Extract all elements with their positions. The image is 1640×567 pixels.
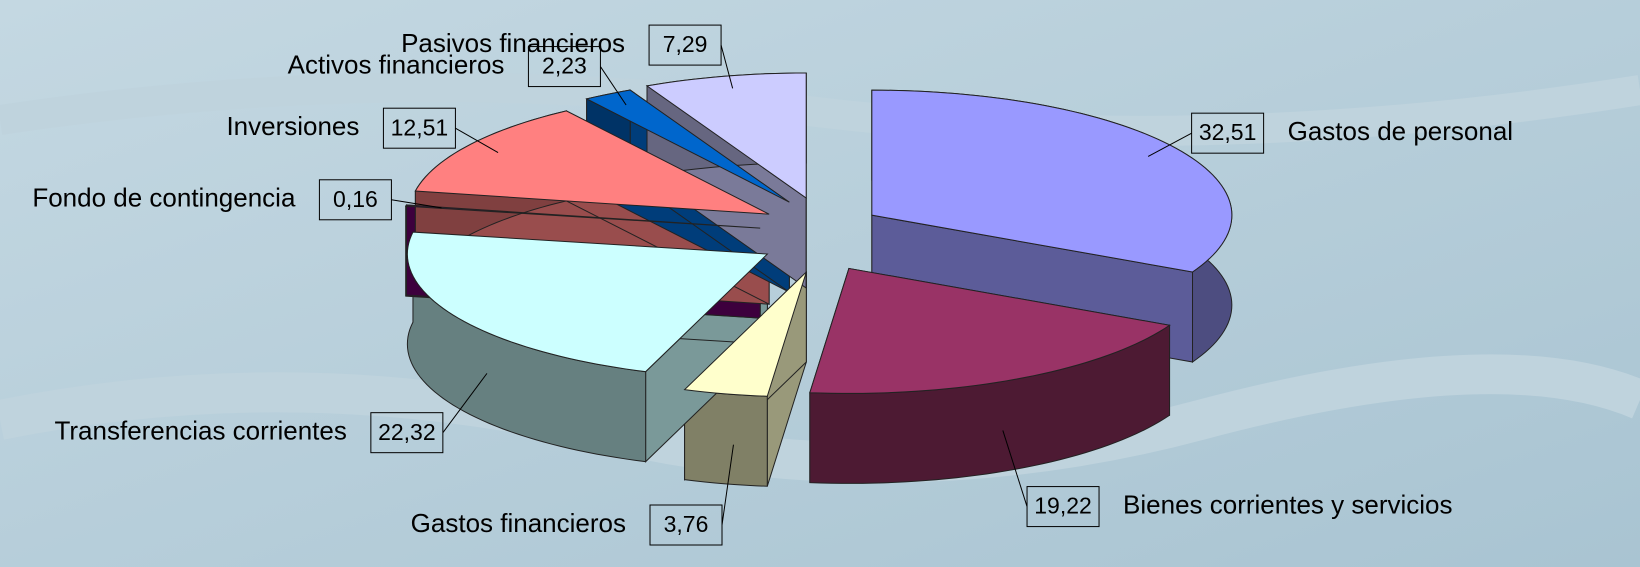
value-label: 0,16	[333, 186, 378, 212]
value-label-box	[649, 504, 723, 546]
slice	[683, 271, 807, 397]
slice	[406, 231, 769, 373]
slice	[645, 72, 807, 199]
value-label: 7,29	[663, 31, 708, 57]
leader-line	[720, 44, 734, 89]
slice	[585, 89, 790, 203]
leader-line	[391, 199, 442, 209]
value-label: 2,23	[542, 53, 587, 79]
slice	[809, 267, 1171, 394]
value-label: 22,32	[378, 419, 436, 445]
value-label-box	[382, 107, 456, 149]
value-label: 19,22	[1034, 493, 1092, 519]
leader-line	[1002, 430, 1028, 507]
leader-line	[442, 373, 488, 433]
category-label: Fondo de contingencia	[32, 183, 296, 213]
leader-line	[1147, 132, 1192, 157]
value-label-box	[370, 412, 444, 454]
slice	[404, 204, 761, 229]
slice-wall	[405, 204, 407, 297]
value-label-box	[1026, 486, 1100, 528]
value-label-box	[1191, 112, 1265, 154]
value-label-box	[527, 46, 601, 88]
category-label: Activos financieros	[288, 49, 505, 79]
leader-line	[721, 444, 734, 526]
value-label: 12,51	[391, 114, 449, 140]
leader-line	[600, 66, 627, 106]
leader-line	[455, 127, 499, 154]
category-label: Gastos de personal	[1288, 116, 1513, 146]
slice	[871, 89, 1233, 273]
value-label-box	[648, 24, 722, 66]
category-label: Transferencias corrientes	[54, 416, 346, 446]
category-label: Pasivos financieros	[401, 28, 625, 58]
value-label: 32,51	[1199, 119, 1257, 145]
category-label: Gastos financieros	[411, 508, 626, 538]
value-label: 3,76	[664, 511, 709, 537]
slice	[414, 110, 770, 215]
category-label: Bienes corrientes y servicios	[1123, 489, 1452, 519]
value-label-box	[318, 179, 392, 221]
category-label: Inversiones	[226, 111, 359, 141]
